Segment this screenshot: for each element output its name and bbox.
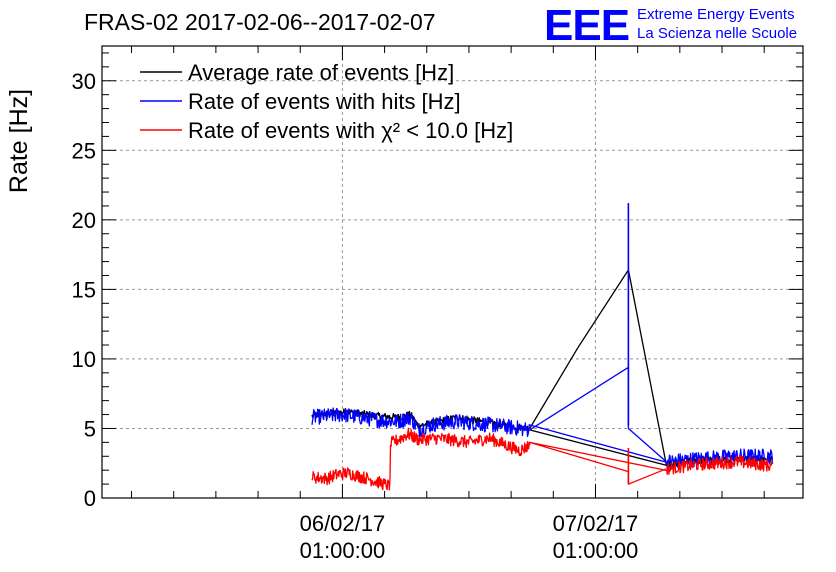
y-tick-label: 10 [72, 347, 96, 372]
series-line-1 [311, 366, 774, 470]
x-tick-label-time: 01:00:00 [300, 538, 386, 563]
logo-line2: La Scienza nelle Scuole [637, 25, 797, 42]
logo-line1: Extreme Energy Events [637, 6, 795, 23]
axes: 05101520253006/02/1701:00:0007/02/1701:0… [72, 45, 804, 563]
legend-label-0: Average rate of events [Hz] [188, 60, 454, 85]
series-line-0 [311, 269, 774, 469]
y-tick-label: 0 [84, 486, 96, 511]
x-tick-label-date: 06/02/17 [300, 511, 386, 536]
legend-label-1: Rate of events with hits [Hz] [188, 89, 461, 114]
y-tick-label: 5 [84, 416, 96, 441]
x-tick-label-time: 01:00:00 [553, 538, 639, 563]
grid [102, 46, 803, 498]
series-layer [311, 203, 774, 491]
y-tick-label: 20 [72, 208, 96, 233]
eee-logo: EEE Extreme Energy Events La Scienza nel… [544, 1, 797, 50]
series-line-2 [311, 427, 773, 491]
legend-label-2: Rate of events with χ² < 10.0 [Hz] [188, 118, 513, 143]
y-tick-label: 30 [72, 69, 96, 94]
logo-mark: EEE [544, 1, 629, 50]
x-tick-label-date: 07/02/17 [553, 511, 639, 536]
plot-frame [101, 45, 804, 499]
y-tick-label: 25 [72, 138, 96, 163]
chart-title: FRAS-02 2017-02-06--2017-02-07 [84, 9, 436, 35]
y-tick-label: 15 [72, 277, 96, 302]
y-axis-label: Rate [Hz] [5, 89, 33, 193]
legend: Average rate of events [Hz] Rate of event… [140, 60, 513, 143]
